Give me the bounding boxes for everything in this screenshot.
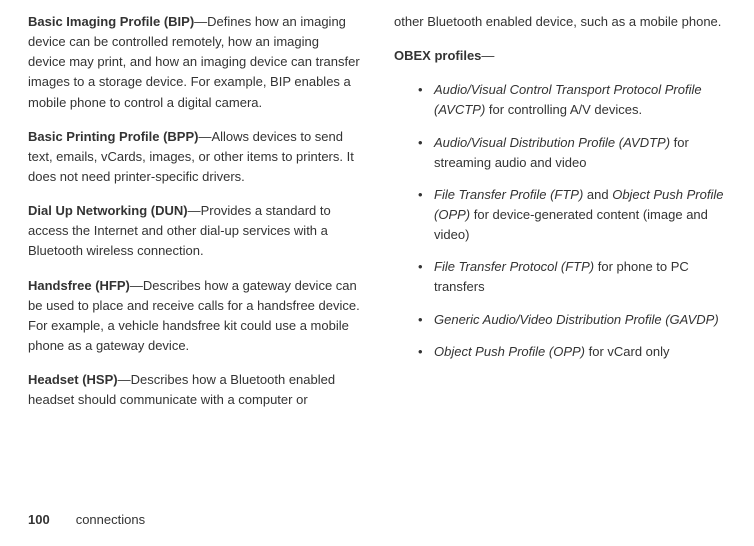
list-item: File Transfer Protocol (FTP) for phone t… (420, 257, 726, 297)
item-rest: for controlling A/V devices. (485, 102, 642, 117)
item-rest: for vCard only (585, 344, 670, 359)
item-em: File Transfer Protocol (FTP) (434, 259, 594, 274)
para-bpp: Basic Printing Profile (BPP)—Allows devi… (28, 127, 360, 187)
section-name: connections (76, 510, 145, 530)
obex-heading: OBEX profiles— (394, 46, 726, 66)
page-number: 100 (28, 510, 50, 530)
item-em: Audio/Visual Distribution Profile (AVDTP… (434, 135, 670, 150)
list-item: Audio/Visual Distribution Profile (AVDTP… (420, 133, 726, 173)
item-em: Generic Audio/Video Distribution Profile… (434, 312, 719, 327)
list-item: File Transfer Profile (FTP) and Object P… (420, 185, 726, 245)
obex-title: OBEX profiles (394, 48, 481, 63)
item-em1: File Transfer Profile (FTP) (434, 187, 583, 202)
para-bip: Basic Imaging Profile (BIP)—Defines how … (28, 12, 360, 113)
para-continuation: other Bluetooth enabled device, such as … (394, 12, 726, 32)
left-column: Basic Imaging Profile (BIP)—Defines how … (28, 12, 360, 477)
list-item: Audio/Visual Control Transport Protocol … (420, 80, 726, 120)
title-bpp: Basic Printing Profile (BPP) (28, 129, 198, 144)
item-rest: for device-generated content (image and … (434, 207, 708, 242)
obex-list: Audio/Visual Control Transport Protocol … (420, 80, 726, 362)
item-em: Object Push Profile (OPP) (434, 344, 585, 359)
para-hfp: Handsfree (HFP)—Describes how a gateway … (28, 276, 360, 357)
title-bip: Basic Imaging Profile (BIP) (28, 14, 194, 29)
content-columns: Basic Imaging Profile (BIP)—Defines how … (28, 12, 726, 477)
item-mid: and (583, 187, 612, 202)
obex-dash: — (481, 48, 494, 63)
list-item: Generic Audio/Video Distribution Profile… (420, 310, 726, 330)
page-footer: 100 connections (28, 510, 145, 530)
list-item: Object Push Profile (OPP) for vCard only (420, 342, 726, 362)
title-dun: Dial Up Networking (DUN) (28, 203, 188, 218)
right-column: other Bluetooth enabled device, such as … (394, 12, 726, 477)
title-hfp: Handsfree (HFP) (28, 278, 130, 293)
title-hsp: Headset (HSP) (28, 372, 118, 387)
para-hsp: Headset (HSP)—Describes how a Bluetooth … (28, 370, 360, 410)
para-dun: Dial Up Networking (DUN)—Provides a stan… (28, 201, 360, 261)
